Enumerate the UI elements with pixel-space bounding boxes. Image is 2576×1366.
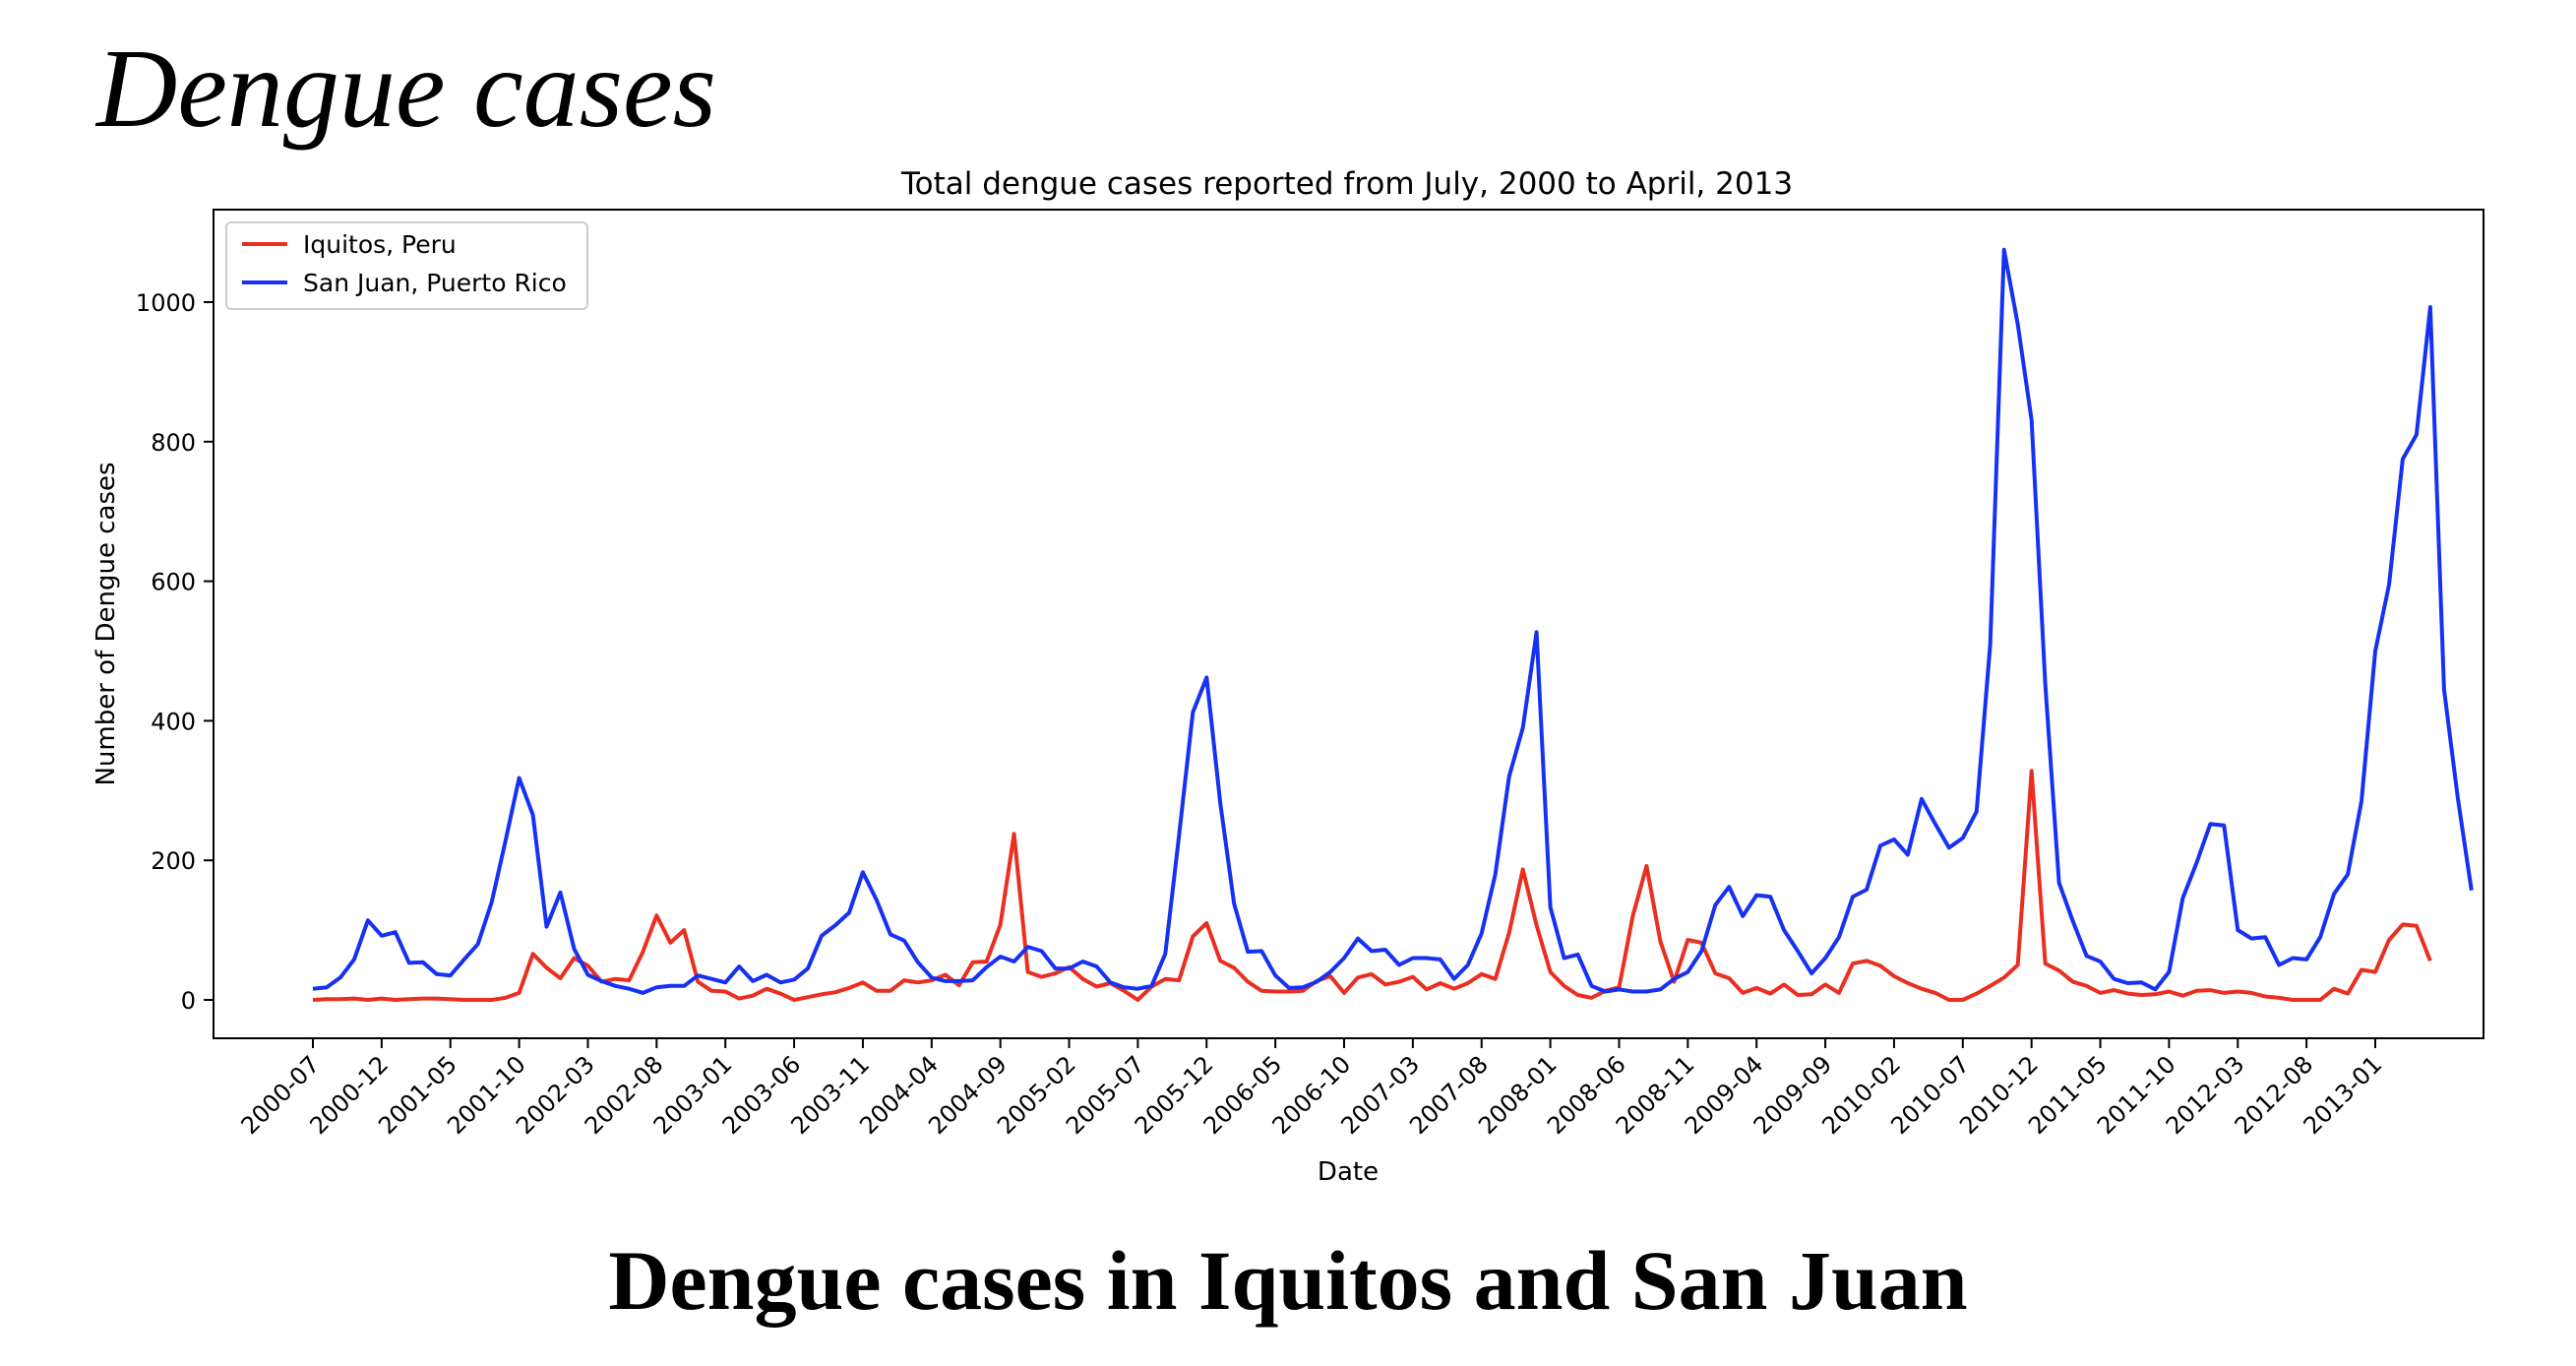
slide-caption: Dengue cases in Iquitos and San Juan: [608, 1233, 1968, 1328]
chart-title: Total dengue cases reported from July, 2…: [900, 166, 1793, 202]
y-tick-label: 200: [151, 847, 196, 875]
y-tick-label: 600: [151, 569, 196, 596]
x-axis-label: Date: [1318, 1157, 1379, 1187]
y-tick-label: 400: [151, 708, 196, 735]
legend-entry: San Juan, Puerto Rico: [303, 269, 567, 297]
legend: Iquitos, Peru San Juan, Puerto Rico: [225, 221, 588, 310]
y-tick-label: 0: [181, 987, 196, 1015]
series-line-iquitos: [312, 769, 2432, 1002]
y-tick-label: 1000: [136, 289, 196, 317]
y-tick-label: 800: [151, 429, 196, 457]
slide-title: Dengue cases: [96, 26, 716, 151]
series-line-san-juan: [312, 247, 2474, 995]
plot-frame: [213, 209, 2484, 1039]
legend-box: [225, 221, 588, 310]
legend-entry: Iquitos, Peru: [303, 230, 457, 259]
y-axis-label: Number of Dengue cases: [92, 462, 121, 785]
